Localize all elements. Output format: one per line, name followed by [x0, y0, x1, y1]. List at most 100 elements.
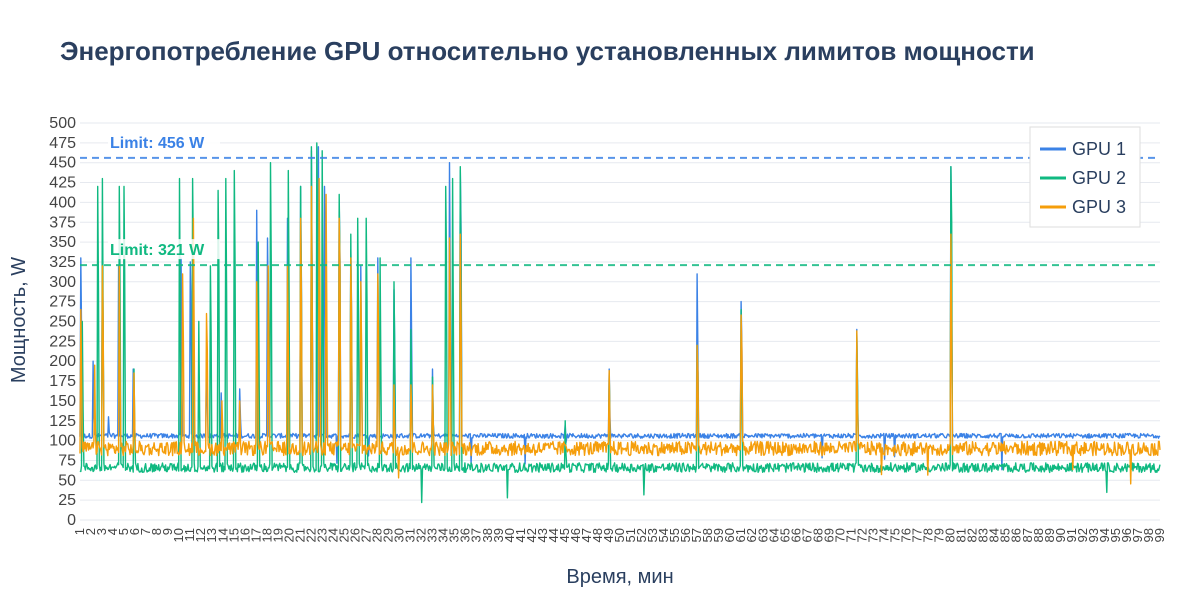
y-tick-label: 325 — [49, 254, 76, 271]
x-tick-label: 15 — [226, 528, 241, 542]
y-tick-label: 500 — [49, 115, 76, 132]
x-tick-label: 3 — [94, 528, 109, 535]
x-tick-label: 89 — [1042, 528, 1057, 542]
x-tick-label: 80 — [943, 528, 958, 542]
x-tick-label: 60 — [722, 528, 737, 542]
x-tick-label: 4 — [105, 528, 120, 535]
x-tick-label: 52 — [634, 528, 649, 542]
legend-label-gpu2[interactable]: GPU 2 — [1072, 168, 1126, 188]
x-tick-label: 21 — [292, 528, 307, 542]
x-tick-label: 20 — [281, 528, 296, 542]
series-line-gpu3[interactable] — [79, 177, 1161, 485]
x-tick-label: 22 — [303, 528, 318, 542]
x-tick-label: 96 — [1119, 528, 1134, 542]
x-tick-label: 75 — [888, 528, 903, 542]
x-tick-label: 77 — [910, 528, 925, 542]
x-tick-label: 79 — [932, 528, 947, 542]
x-tick-label: 24 — [325, 528, 340, 542]
x-tick-label: 13 — [204, 528, 219, 542]
x-tick-label: 35 — [447, 528, 462, 542]
y-tick-label: 375 — [49, 214, 76, 231]
x-tick-label: 7 — [138, 528, 153, 535]
y-tick-label: 475 — [49, 135, 76, 152]
x-tick-label: 94 — [1097, 528, 1112, 542]
x-tick-label: 41 — [513, 528, 528, 542]
legend-label-gpu1[interactable]: GPU 1 — [1072, 139, 1126, 159]
x-axis-ticks: 1234567891011121314151617181920212223242… — [72, 528, 1167, 542]
x-tick-label: 6 — [127, 528, 142, 535]
x-tick-label: 57 — [689, 528, 704, 542]
x-tick-label: 90 — [1053, 528, 1068, 542]
x-tick-label: 66 — [788, 528, 803, 542]
y-tick-label: 200 — [49, 353, 76, 370]
x-tick-label: 38 — [480, 528, 495, 542]
y-tick-label: 350 — [49, 234, 76, 251]
x-tick-label: 37 — [469, 528, 484, 542]
x-tick-label: 46 — [568, 528, 583, 542]
x-tick-label: 40 — [502, 528, 517, 542]
grid-layer — [80, 122, 1160, 521]
y-tick-label: 250 — [49, 314, 76, 331]
x-tick-label: 54 — [656, 528, 671, 542]
x-tick-label: 64 — [766, 528, 781, 542]
x-tick-label: 70 — [832, 528, 847, 542]
y-tick-label: 100 — [49, 433, 76, 450]
y-tick-label: 175 — [49, 373, 76, 390]
y-axis-ticks: 0 25 50 75 100 125 150 175 200 225 250 275 300 325 350… — [49, 115, 76, 529]
x-tick-label: 61 — [733, 528, 748, 542]
y-tick-label: 450 — [49, 155, 76, 172]
y-tick-label: 125 — [49, 413, 76, 430]
x-tick-label: 11 — [182, 528, 197, 542]
x-tick-label: 23 — [314, 528, 329, 542]
x-tick-label: 39 — [491, 528, 506, 542]
chart-title: Энергопотребление GPU относительно устан… — [60, 36, 1035, 66]
x-tick-label: 78 — [921, 528, 936, 542]
limit-label: Limit: 321 W — [110, 242, 205, 259]
x-tick-label: 2 — [83, 528, 98, 535]
x-tick-label: 26 — [348, 528, 363, 542]
y-tick-label: 425 — [49, 175, 76, 192]
x-tick-label: 59 — [711, 528, 726, 542]
y-tick-label: 0 — [67, 512, 76, 529]
x-tick-label: 5 — [116, 528, 131, 535]
x-tick-label: 25 — [336, 528, 351, 542]
x-tick-label: 56 — [678, 528, 693, 542]
limit-label: Limit: 456 W — [110, 135, 205, 152]
x-tick-label: 31 — [403, 528, 418, 542]
x-axis-title: Время, мин — [566, 566, 673, 588]
x-tick-label: 47 — [579, 528, 594, 542]
y-tick-label: 50 — [58, 472, 76, 489]
x-tick-label: 29 — [381, 528, 396, 542]
x-tick-label: 48 — [590, 528, 605, 542]
x-tick-label: 43 — [535, 528, 550, 542]
x-tick-label: 50 — [612, 528, 627, 542]
x-tick-label: 34 — [436, 528, 451, 542]
x-tick-label: 67 — [799, 528, 814, 542]
x-tick-label: 87 — [1020, 528, 1035, 542]
legend-label-gpu3[interactable]: GPU 3 — [1072, 197, 1126, 217]
limit-label-bg — [108, 131, 220, 152]
series-line-gpu2[interactable] — [79, 142, 1161, 504]
x-tick-label: 88 — [1031, 528, 1046, 542]
x-tick-label: 91 — [1064, 528, 1079, 542]
x-tick-label: 86 — [1009, 528, 1024, 542]
legend: GPU 1 GPU 2 GPU 3 — [1029, 126, 1141, 228]
x-tick-label: 45 — [557, 528, 572, 542]
x-tick-label: 42 — [524, 528, 539, 542]
x-tick-label: 99 — [1152, 528, 1167, 542]
y-tick-label: 300 — [49, 274, 76, 291]
x-tick-label: 8 — [149, 528, 164, 535]
x-tick-label: 73 — [865, 528, 880, 542]
x-tick-label: 68 — [810, 528, 825, 542]
x-tick-label: 97 — [1130, 528, 1145, 542]
x-tick-label: 76 — [899, 528, 914, 542]
x-tick-label: 58 — [700, 528, 715, 542]
x-tick-label: 84 — [987, 528, 1002, 542]
y-tick-label: 275 — [49, 294, 76, 311]
x-tick-label: 62 — [744, 528, 759, 542]
x-tick-label: 83 — [976, 528, 991, 542]
x-tick-label: 32 — [414, 528, 429, 542]
y-tick-label: 225 — [49, 333, 76, 350]
x-tick-label: 55 — [667, 528, 682, 542]
